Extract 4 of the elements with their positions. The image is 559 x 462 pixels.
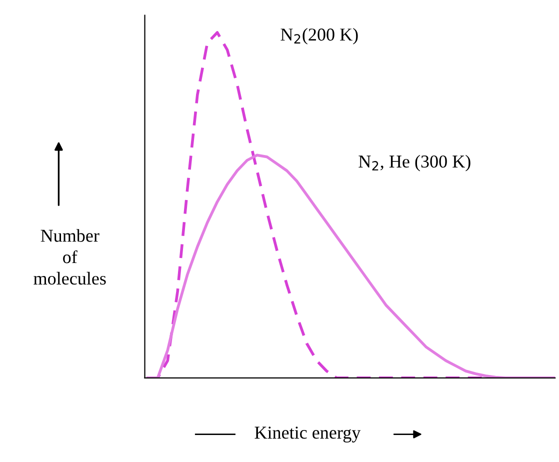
y-axis-title: Number of molecules (34, 229, 106, 285)
x-axis-title: Kinetic energy (254, 426, 361, 442)
annotation: N$_{2}$, He (300 K) (358, 154, 470, 172)
annotation: N$_{2}$(200 K) (280, 28, 358, 44)
